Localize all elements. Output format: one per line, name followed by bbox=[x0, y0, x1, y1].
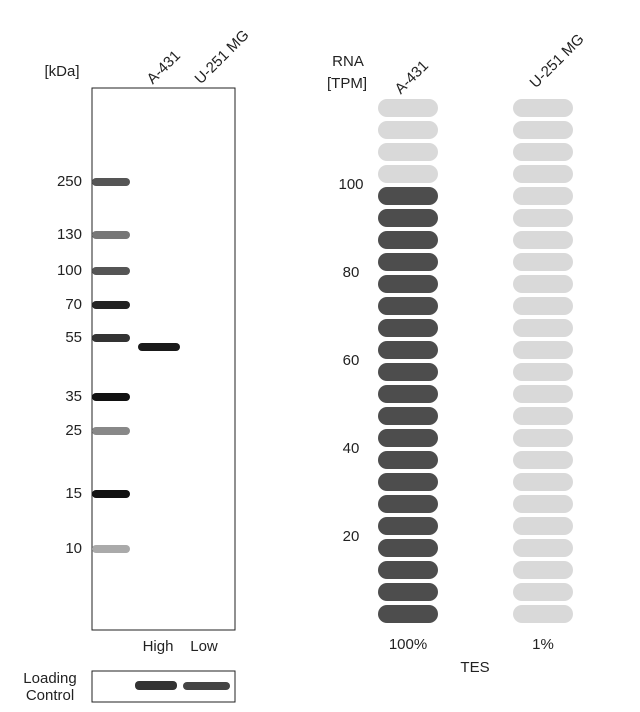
ladder-band bbox=[92, 267, 130, 275]
loading-label: Control bbox=[26, 687, 74, 704]
pill bbox=[513, 363, 573, 381]
pill bbox=[378, 451, 438, 469]
marker-label: 10 bbox=[65, 540, 82, 557]
pill bbox=[378, 539, 438, 557]
level-label: High bbox=[143, 638, 174, 655]
axis-label: RNA bbox=[332, 53, 364, 70]
y-tick-label: 20 bbox=[343, 528, 360, 545]
pill bbox=[513, 341, 573, 359]
pill bbox=[513, 451, 573, 469]
y-tick-label: 40 bbox=[343, 440, 360, 457]
pill bbox=[513, 297, 573, 315]
ladder-band bbox=[92, 178, 130, 186]
category-label: A-431 bbox=[392, 57, 432, 97]
y-tick-label: 100 bbox=[338, 176, 363, 193]
marker-label: 70 bbox=[65, 296, 82, 313]
marker-label: 130 bbox=[57, 226, 82, 243]
pill bbox=[378, 99, 438, 117]
lane-label: A-431 bbox=[144, 47, 184, 87]
ladder-band bbox=[92, 490, 130, 498]
pill bbox=[378, 187, 438, 205]
value-label: 100% bbox=[389, 636, 427, 653]
pill bbox=[513, 605, 573, 623]
y-tick-label: 60 bbox=[343, 352, 360, 369]
ladder-band bbox=[92, 393, 130, 401]
pill bbox=[513, 385, 573, 403]
pill bbox=[513, 319, 573, 337]
sample-band bbox=[138, 343, 180, 351]
pill bbox=[378, 209, 438, 227]
ladder-band bbox=[92, 301, 130, 309]
pill bbox=[378, 605, 438, 623]
pill bbox=[513, 495, 573, 513]
y-tick-label: 80 bbox=[343, 264, 360, 281]
unit-label: [kDa] bbox=[44, 63, 79, 80]
level-label: Low bbox=[190, 638, 218, 655]
axis-label: [TPM] bbox=[327, 75, 367, 92]
pill bbox=[378, 561, 438, 579]
pill bbox=[513, 561, 573, 579]
marker-label: 25 bbox=[65, 422, 82, 439]
pill bbox=[378, 429, 438, 447]
pill bbox=[378, 407, 438, 425]
lane-label: U-251 MG bbox=[192, 27, 253, 88]
ladder-band bbox=[92, 334, 130, 342]
pill bbox=[513, 121, 573, 139]
loading-band bbox=[135, 681, 177, 690]
marker-label: 15 bbox=[65, 485, 82, 502]
pill bbox=[513, 583, 573, 601]
pill bbox=[378, 363, 438, 381]
pill bbox=[378, 165, 438, 183]
loading-label: Loading bbox=[23, 670, 76, 687]
pill bbox=[513, 143, 573, 161]
marker-label: 100 bbox=[57, 262, 82, 279]
pill bbox=[513, 517, 573, 535]
pill bbox=[378, 473, 438, 491]
pill bbox=[513, 275, 573, 293]
pill bbox=[378, 231, 438, 249]
pill bbox=[378, 143, 438, 161]
x-label: TES bbox=[460, 659, 489, 676]
pill bbox=[513, 407, 573, 425]
pill bbox=[513, 253, 573, 271]
pill bbox=[378, 583, 438, 601]
pill bbox=[378, 341, 438, 359]
value-label: 1% bbox=[532, 636, 554, 653]
marker-label: 250 bbox=[57, 173, 82, 190]
pill bbox=[513, 209, 573, 227]
pill bbox=[513, 473, 573, 491]
marker-label: 35 bbox=[65, 388, 82, 405]
loading-band bbox=[183, 682, 230, 690]
pill bbox=[378, 275, 438, 293]
category-label: U-251 MG bbox=[527, 31, 588, 92]
ladder-band bbox=[92, 231, 130, 239]
pill bbox=[378, 517, 438, 535]
pill bbox=[378, 121, 438, 139]
pill bbox=[378, 495, 438, 513]
ladder-band bbox=[92, 427, 130, 435]
pill bbox=[513, 231, 573, 249]
pill bbox=[378, 253, 438, 271]
pill bbox=[378, 297, 438, 315]
pill bbox=[378, 385, 438, 403]
marker-label: 55 bbox=[65, 329, 82, 346]
pill bbox=[513, 539, 573, 557]
pill bbox=[513, 165, 573, 183]
pill bbox=[513, 187, 573, 205]
pill bbox=[513, 99, 573, 117]
ladder-band bbox=[92, 545, 130, 553]
pill bbox=[378, 319, 438, 337]
pill bbox=[513, 429, 573, 447]
